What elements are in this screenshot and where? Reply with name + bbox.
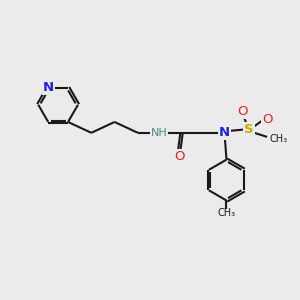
Text: CH₃: CH₃	[218, 208, 236, 218]
Text: CH₃: CH₃	[270, 134, 288, 144]
Text: N: N	[43, 81, 54, 94]
Text: O: O	[237, 105, 248, 118]
Text: O: O	[262, 112, 272, 126]
Text: NH: NH	[151, 128, 167, 138]
Text: O: O	[174, 150, 184, 163]
Text: N: N	[219, 126, 230, 139]
Text: S: S	[244, 123, 254, 136]
